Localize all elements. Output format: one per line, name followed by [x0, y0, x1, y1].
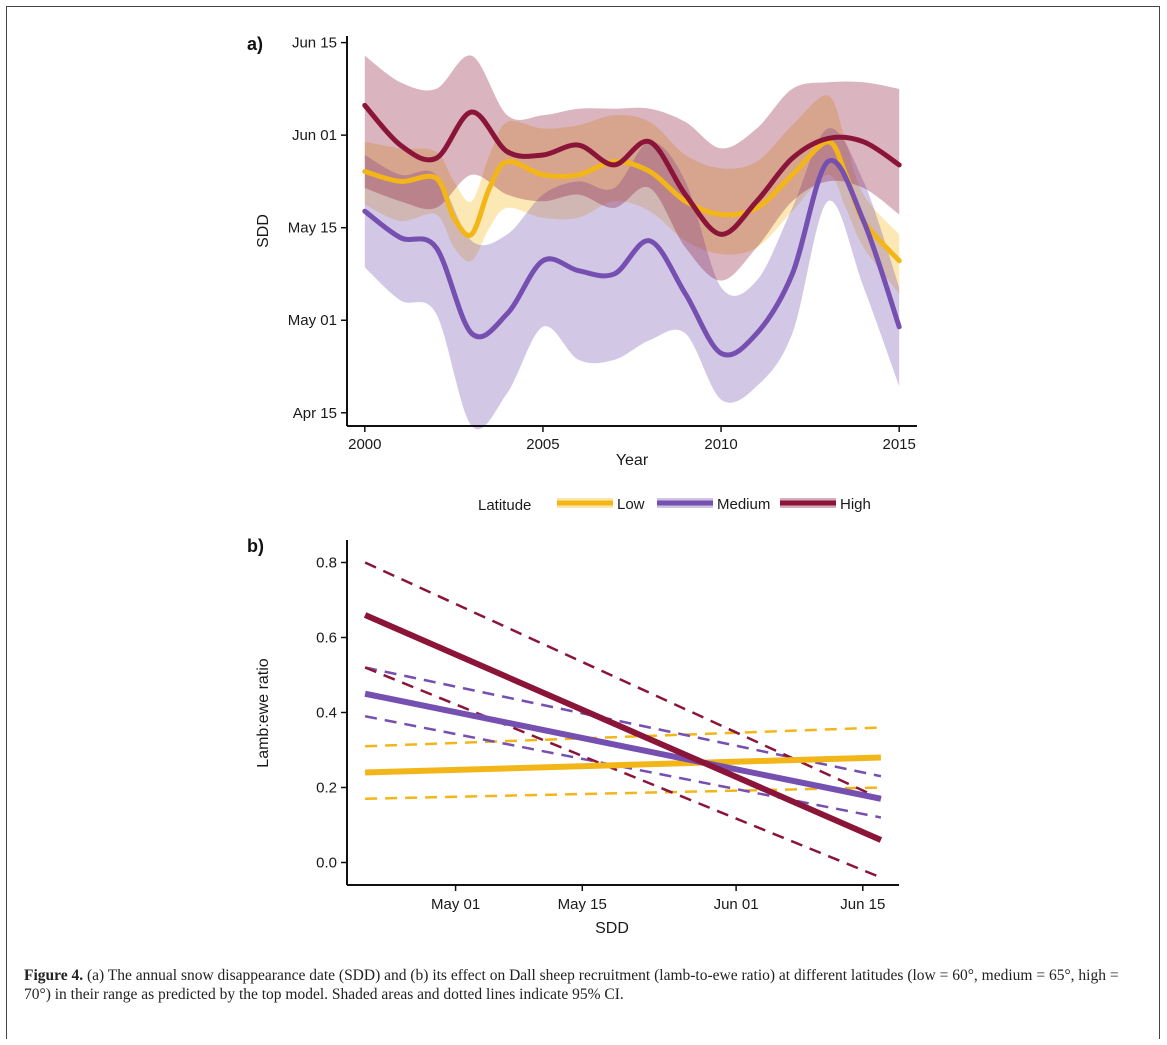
ci-upper-low	[365, 726, 881, 748]
y-tick-label: May 01	[288, 312, 337, 329]
y-tick-label: 0.2	[316, 780, 337, 797]
panel-b-lines	[363, 561, 883, 879]
line-high	[362, 102, 902, 237]
panel-b-y-ticks: 0.0 0.2 0.4 0.6 0.8	[316, 555, 347, 872]
figure-caption: Figure 4. (a) The annual snow disappeara…	[24, 966, 1144, 1004]
y-tick-label: Jun 15	[292, 35, 337, 52]
caption-label: Figure 4.	[24, 967, 84, 984]
x-tick-label: 2005	[526, 436, 559, 453]
ci-lower-high	[364, 666, 882, 879]
x-tick-label: 2010	[704, 436, 737, 453]
line-low	[362, 139, 902, 264]
panel-a-background	[347, 36, 917, 426]
y-tick-label: May 15	[288, 220, 337, 237]
fit-line-low	[365, 754, 881, 776]
ci-upper-medium	[364, 666, 882, 778]
x-tick-label: May 01	[431, 896, 480, 913]
legend: Latitude Low Medium High	[478, 496, 871, 514]
panel-a-y-ticks: Apr 15 May 01 May 15 Jun 01 Jun 15	[288, 35, 347, 422]
panel-a-y-label: SDD	[255, 214, 272, 248]
y-tick-label: 0.8	[316, 555, 337, 572]
panel-a-letter: a)	[247, 34, 263, 54]
panel-a-x-ticks: 2000 2005 2010 2015	[348, 426, 916, 453]
ci-upper-high	[364, 561, 882, 800]
legend-label-high: High	[840, 496, 871, 513]
x-tick-label: Jun 01	[714, 896, 759, 913]
panel-b-x-label: SDD	[595, 920, 629, 937]
ci-band-medium	[364, 128, 900, 430]
panel-b-letter: b)	[247, 536, 264, 556]
figure-svg: a) 2000 2005 2010 2015 Apr 15 May 01 May 15 Ju…	[247, 34, 917, 937]
legend-label-low: Low	[617, 496, 645, 513]
ci-lower-low	[365, 786, 881, 800]
x-tick-label: May 15	[558, 896, 607, 913]
legend-title: Latitude	[478, 497, 531, 514]
fit-line-high	[363, 612, 883, 843]
x-tick-label: 2000	[348, 436, 381, 453]
line-medium	[362, 157, 902, 358]
y-tick-label: 0.4	[316, 705, 337, 722]
y-tick-label: 0.0	[316, 855, 337, 872]
legend-label-medium: Medium	[717, 496, 770, 513]
panel-b-x-ticks: May 01 May 15 Jun 01 Jun 15	[431, 885, 885, 913]
y-tick-label: 0.6	[316, 630, 337, 647]
panel-b-y-label: Lamb:ewe ratio	[255, 658, 272, 767]
figure-frame	[6, 6, 1160, 1039]
y-tick-label: Apr 15	[293, 405, 337, 422]
x-tick-label: Jun 15	[840, 896, 885, 913]
ci-band-high	[364, 55, 900, 281]
y-tick-label: Jun 01	[292, 127, 337, 144]
caption-text: (a) The annual snow disappearance date (…	[24, 967, 1119, 1003]
panel-a-lines	[362, 102, 902, 358]
x-tick-label: 2015	[883, 436, 916, 453]
fit-line-medium	[364, 690, 882, 802]
panel-a-x-label: Year	[616, 452, 649, 469]
